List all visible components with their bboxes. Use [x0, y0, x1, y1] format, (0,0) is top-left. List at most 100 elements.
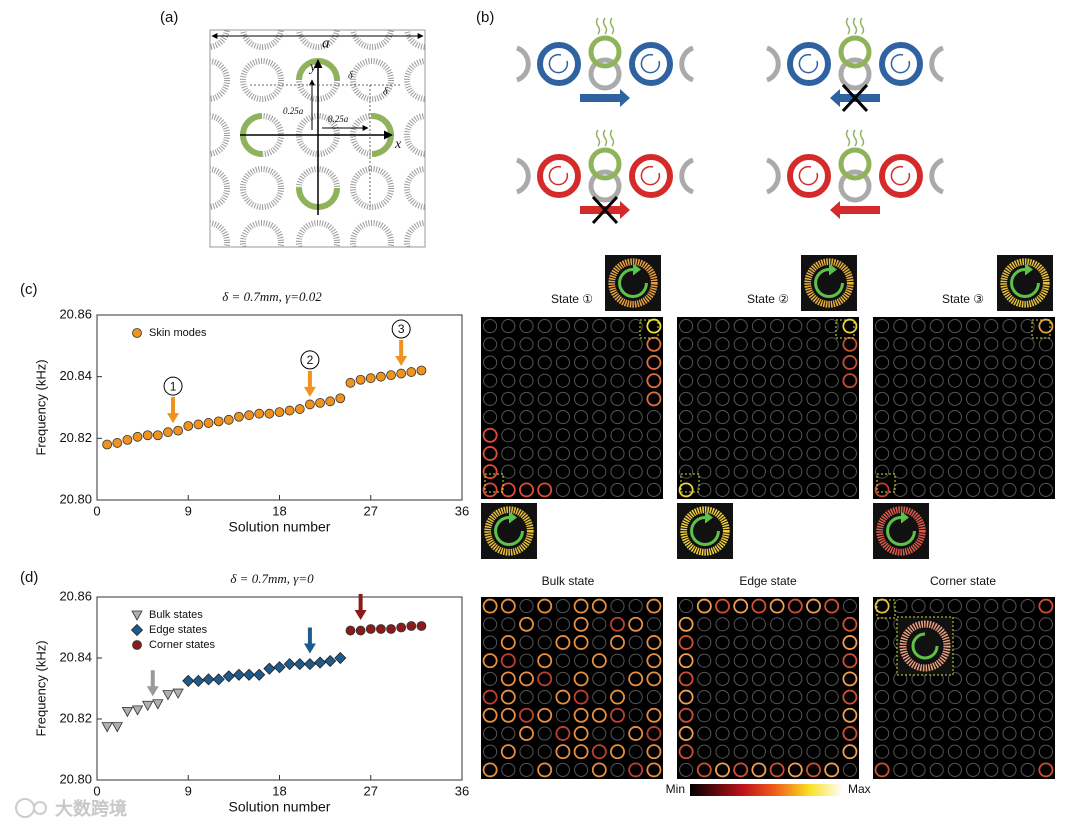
resonator-intensity — [966, 671, 981, 686]
resonator-intensity — [697, 446, 712, 461]
resonator-intensity — [610, 428, 625, 443]
point — [182, 674, 195, 687]
resonator-intensity — [592, 617, 607, 632]
resonator-intensity — [1020, 337, 1035, 352]
inset-arrowhead — [829, 263, 837, 276]
resonator-intensity — [697, 744, 712, 759]
resonator-intensity — [875, 337, 890, 352]
resonator-intensity — [483, 635, 498, 650]
circulation — [890, 165, 911, 186]
resonator-intensity — [646, 355, 662, 370]
inset-circulation — [1010, 268, 1040, 298]
resonator-intensity — [519, 355, 534, 370]
resonator-intensity — [966, 446, 981, 461]
resonator-intensity — [592, 635, 607, 650]
y-tick-label: 20.82 — [59, 710, 92, 725]
resonator-intensity — [628, 744, 643, 759]
resonator-intensity — [806, 464, 821, 479]
resonator-intensity — [911, 355, 926, 370]
resonator-intensity — [788, 391, 803, 406]
annotation-badge — [391, 319, 411, 339]
inset-ring — [1000, 258, 1050, 308]
resonator-intensity — [646, 464, 661, 479]
resonator-intensity — [610, 744, 625, 760]
resonator-intensity — [1002, 373, 1017, 388]
resonator-intensity — [500, 482, 516, 498]
resonator-intensity — [697, 337, 712, 352]
resonator-intensity — [911, 391, 926, 406]
resonator-intensity — [1038, 464, 1053, 479]
resonator-intensity — [1002, 653, 1017, 668]
resonator-intensity — [610, 762, 625, 777]
resonator-intensity — [592, 373, 607, 388]
resonator-intensity — [788, 708, 803, 723]
colorbar — [690, 784, 843, 796]
resonator-intensity — [555, 410, 570, 425]
resonator-intensity — [537, 391, 552, 406]
resonator-intensity — [501, 446, 516, 461]
resonator-intensity — [733, 464, 748, 479]
point — [406, 621, 417, 631]
resonator-intensity — [1002, 635, 1017, 650]
resonator-intensity — [1002, 599, 1017, 614]
resonator-intensity — [751, 744, 766, 759]
resonator-intensity — [482, 482, 498, 498]
resonator-intensity — [1002, 337, 1017, 352]
point — [163, 427, 173, 438]
resonator-intensity — [770, 355, 785, 370]
resonator-intensity — [519, 319, 534, 334]
resonator-intensity — [592, 464, 607, 479]
resonator-intensity — [984, 428, 999, 443]
resonator — [296, 220, 340, 247]
side-ring — [929, 157, 945, 195]
resonator-intensity — [574, 410, 589, 425]
resonator-intensity — [806, 690, 821, 705]
side-ring — [515, 45, 531, 83]
resonator-intensity — [1020, 446, 1035, 461]
resonator-intensity — [646, 428, 661, 443]
resonator-intensity — [537, 726, 552, 741]
point — [416, 365, 427, 376]
resonator-intensity — [770, 337, 785, 352]
resonator-intensity — [911, 599, 926, 614]
resonator-intensity — [574, 464, 589, 479]
panel-label: (c) — [20, 281, 38, 298]
resonator-intensity — [646, 726, 662, 741]
resonator-intensity — [537, 446, 552, 461]
resonator-intensity — [715, 762, 730, 778]
ring — [537, 154, 581, 198]
resonator-intensity — [610, 671, 625, 686]
resonator-intensity — [1020, 391, 1035, 406]
resonator-intensity — [646, 635, 662, 650]
resonator-intensity — [824, 708, 839, 723]
resonator-intensity — [966, 428, 981, 443]
resonator-intensity — [911, 744, 926, 759]
resonator-intensity — [715, 671, 730, 686]
panel-label: (d) — [20, 569, 38, 586]
resonator-intensity — [929, 708, 944, 723]
resonator-intensity — [537, 762, 553, 778]
resonator-intensity — [592, 671, 607, 686]
point — [294, 404, 305, 414]
resonator-intensity — [610, 319, 625, 334]
resonator-intensity — [715, 635, 730, 650]
resonator-intensity — [733, 428, 748, 443]
resonator-intensity — [697, 319, 712, 334]
resonator-intensity — [573, 689, 589, 705]
resonator-intensity — [788, 744, 803, 759]
resonator-intensity — [678, 707, 694, 723]
resonator-intensity — [537, 373, 552, 388]
resonator-intensity — [824, 744, 839, 759]
resonator-intensity — [1038, 410, 1053, 425]
resonator-intensity — [555, 446, 570, 461]
resonator-intensity — [501, 319, 516, 334]
resonator-intensity — [966, 762, 981, 777]
resonator-intensity — [678, 744, 694, 760]
point — [244, 410, 254, 421]
emission — [602, 129, 608, 147]
resonator-intensity — [929, 464, 944, 479]
resonator-intensity — [715, 690, 730, 705]
resonator-intensity — [610, 653, 625, 668]
resonator-intensity — [770, 373, 785, 388]
resonator-intensity — [947, 319, 962, 334]
